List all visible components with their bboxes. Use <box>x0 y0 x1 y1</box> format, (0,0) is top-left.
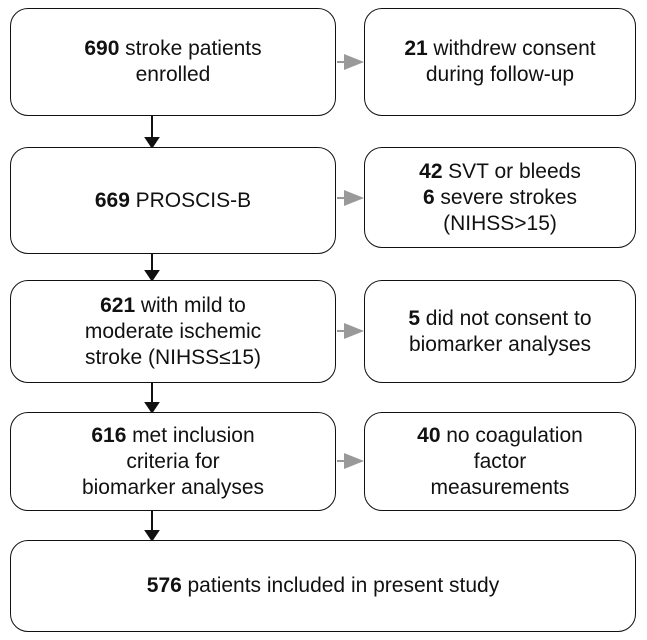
label: enrolled <box>135 63 211 86</box>
label: moderate ischemic <box>84 319 262 343</box>
text-line: 5 did not consent to <box>408 306 591 332</box>
label: SVT or bleeds <box>448 159 581 183</box>
count: 5 <box>408 306 421 330</box>
text-line: (NIHSS>15) <box>443 211 557 237</box>
count: 40 <box>417 423 441 447</box>
label: patients included in present study <box>187 574 500 597</box>
count: 6 <box>423 185 435 209</box>
text-line: 690 stroke patients <box>84 36 261 62</box>
text-line: during follow-up <box>426 62 574 88</box>
text-line: 616 met inclusion <box>91 423 254 449</box>
text-line: enrolled <box>136 62 211 88</box>
label: criteria for <box>126 449 220 473</box>
flow-box: 40 no coagulation factor measurements <box>364 412 636 511</box>
label: PROSCIS-B <box>135 188 252 212</box>
flow-box: 616 met inclusion criteria for biomarker an… <box>10 412 336 511</box>
label: stroke patients <box>125 37 262 60</box>
flow-box: 21 withdrew consent during follow-up <box>364 8 636 116</box>
text-line: moderate ischemic <box>85 319 261 345</box>
arrowhead <box>144 402 160 414</box>
flow-box: 576 patients included in present study <box>10 540 636 632</box>
text-line: factor <box>474 449 527 475</box>
count: 690 <box>84 37 120 60</box>
label: severe strokes <box>440 185 577 209</box>
text-line: 40 no coagulation <box>417 423 583 449</box>
text-line: biomarker analyses <box>409 332 591 358</box>
flow-box: 669 PROSCIS-B <box>10 147 336 254</box>
flow-box: 621 with mild to moderate ischemic stroke (… <box>10 280 336 383</box>
count: 21 <box>404 37 428 60</box>
label: withdrew consent <box>433 37 596 60</box>
text-line: 669 PROSCIS-B <box>95 188 251 214</box>
label: biomarker analyses <box>81 475 265 499</box>
text-line: 576 patients included in present study <box>147 573 499 599</box>
side-arrows <box>337 54 364 469</box>
count: 42 <box>419 159 443 183</box>
text-line: 42 SVT or bleeds <box>419 159 581 185</box>
text-line: 621 with mild to <box>100 293 246 319</box>
arrowhead <box>144 137 160 149</box>
count: 576 <box>146 574 182 597</box>
label: factor <box>473 449 527 473</box>
label: with mild to <box>140 293 246 317</box>
text-line: criteria for <box>126 449 219 475</box>
text-line: measurements <box>431 475 570 501</box>
label: during follow-up <box>425 63 575 86</box>
label: stroke (NIHSS≤15) <box>84 345 262 369</box>
count: 669 <box>94 188 130 212</box>
text-line: 6 severe strokes <box>423 185 577 211</box>
label: no coagulation <box>446 423 583 447</box>
label: met inclusion <box>132 423 255 447</box>
flow-box: 690 stroke patients enrolled <box>10 8 336 116</box>
down-arrows <box>144 116 160 542</box>
text-line: 21 withdrew consent <box>404 36 595 62</box>
count: 621 <box>100 293 136 317</box>
flow-box: 42 SVT or bleeds 6 severe strokes (NIHSS>15) <box>364 147 636 248</box>
arrowhead <box>144 270 160 282</box>
text-line: biomarker analyses <box>82 475 264 501</box>
text-line: stroke (NIHSS≤15) <box>85 345 261 371</box>
label: did not consent to <box>425 306 592 330</box>
label: (NIHSS>15) <box>443 211 557 235</box>
label: measurements <box>430 475 570 499</box>
count: 616 <box>91 423 127 447</box>
flow-box: 5 did not consent to biomarker analyses <box>364 280 636 383</box>
arrowhead <box>144 530 160 542</box>
label: biomarker analyses <box>408 332 592 356</box>
